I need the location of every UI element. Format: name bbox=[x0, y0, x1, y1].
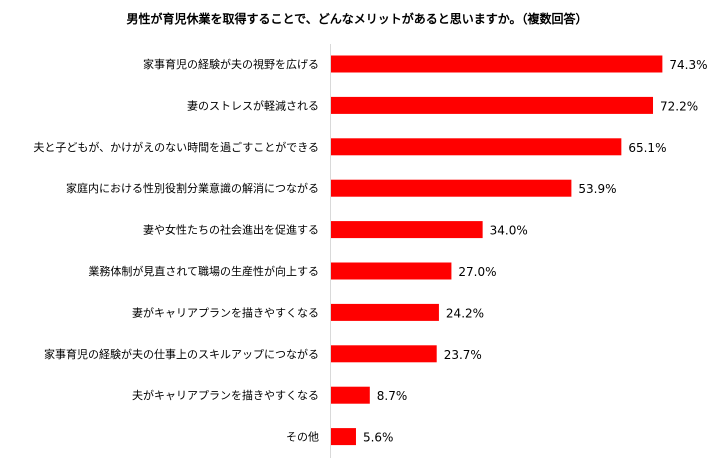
category-label: 業務体制が見直されて職場の生産性が向上する bbox=[88, 264, 319, 278]
category-label: 妻や女性たちの社会進出を促進する bbox=[143, 223, 319, 237]
category-label: その他 bbox=[286, 431, 319, 444]
value-label: 74.3% bbox=[669, 58, 707, 72]
bar bbox=[331, 386, 370, 404]
bar bbox=[331, 428, 356, 446]
value-label: 53.9% bbox=[578, 182, 616, 196]
value-label: 72.2% bbox=[660, 99, 698, 113]
value-label: 24.2% bbox=[446, 306, 484, 320]
bar bbox=[331, 55, 663, 73]
category-label: 家事育児の経験が夫の視野を広げる bbox=[143, 57, 319, 71]
value-label: 65.1% bbox=[628, 141, 666, 155]
chart-title: 男性が育児休業を取得することで、どんなメリットがあると思いますか。（複数回答） bbox=[126, 12, 588, 26]
value-label: 5.6% bbox=[363, 431, 394, 445]
category-label: 夫がキャリアプランを描きやすくなる bbox=[132, 388, 319, 402]
category-label: 妻のストレスが軽減される bbox=[187, 98, 319, 112]
category-label: 家事育児の経験が夫の仕事上のスキルアップにつながる bbox=[44, 347, 319, 361]
value-label: 23.7% bbox=[444, 348, 482, 362]
category-label: 妻がキャリアプランを描きやすくなる bbox=[132, 305, 319, 319]
bar bbox=[331, 345, 437, 363]
category-label: 夫と子どもが、かけがえのない時間を過ごすことができる bbox=[33, 140, 319, 154]
bar bbox=[331, 96, 654, 114]
bar bbox=[331, 179, 572, 197]
bar bbox=[331, 138, 622, 156]
bar bbox=[331, 262, 452, 280]
category-label: 家庭内における性別役割分業意識の解消につながる bbox=[66, 181, 319, 195]
bar bbox=[331, 303, 439, 321]
value-label: 27.0% bbox=[458, 265, 496, 279]
value-label: 34.0% bbox=[490, 224, 528, 238]
bar bbox=[331, 221, 483, 239]
value-label: 8.7% bbox=[377, 389, 408, 403]
